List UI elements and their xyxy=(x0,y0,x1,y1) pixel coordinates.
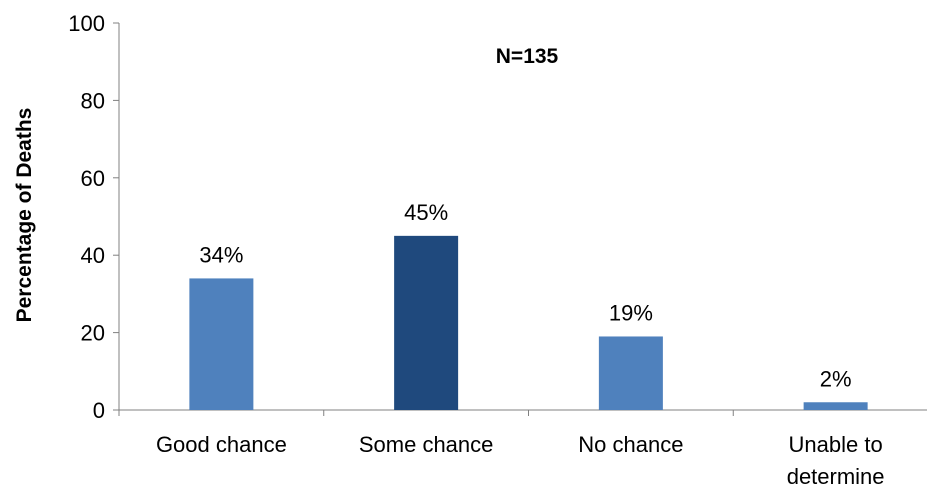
category-label-line: Some chance xyxy=(359,432,494,457)
category-label: No chance xyxy=(578,432,683,457)
category-label-line: No chance xyxy=(578,432,683,457)
bar xyxy=(598,336,663,410)
category-labels-group: Good chance Some chance No chance Unable to… xyxy=(156,432,885,489)
y-tick-label: 100 xyxy=(68,11,105,36)
category-label-line: determine xyxy=(787,464,885,489)
category-label: Good chance xyxy=(156,432,287,457)
data-label: 34% xyxy=(199,242,243,267)
sample-size-annotation: N=135 xyxy=(496,45,559,68)
y-tick-label: 40 xyxy=(81,243,105,268)
bar xyxy=(189,278,254,410)
y-tick-label: 60 xyxy=(81,166,105,191)
data-labels-group: 34% 45% 19% 2% xyxy=(199,200,851,391)
data-label: 45% xyxy=(404,200,448,225)
category-label: Some chance xyxy=(359,432,494,457)
y-tick-label: 20 xyxy=(81,321,105,346)
y-axis-title: Percentage of Deaths xyxy=(13,108,36,323)
category-label-line: Good chance xyxy=(156,432,287,457)
y-tick-label: 0 xyxy=(93,398,105,423)
category-label-line: Unable to xyxy=(789,432,883,457)
bars-group xyxy=(189,235,868,410)
bar xyxy=(803,402,868,410)
y-axis: 0 20 40 60 80 100 xyxy=(68,11,120,423)
data-label: 19% xyxy=(609,300,653,325)
category-label: Unable to determine xyxy=(787,432,885,489)
bar xyxy=(394,235,459,410)
y-tick-label: 80 xyxy=(81,88,105,113)
x-axis xyxy=(118,409,927,416)
data-label: 2% xyxy=(820,366,852,391)
